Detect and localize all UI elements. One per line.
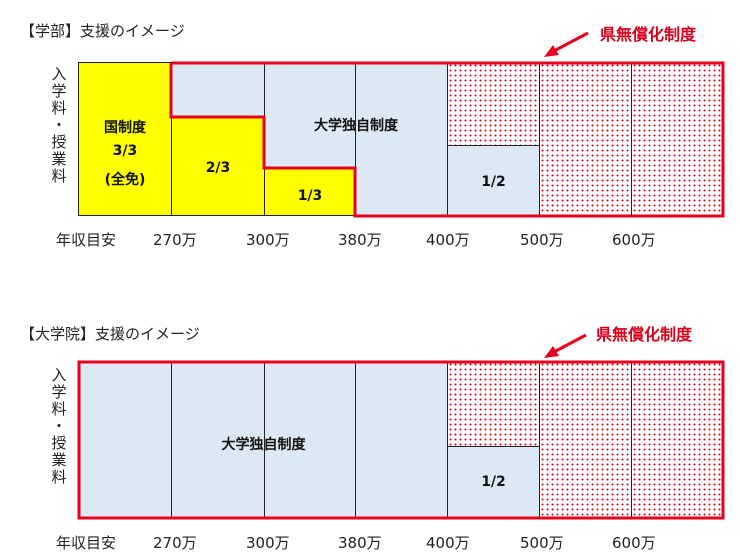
graduate-x-tick-600: 600万	[612, 534, 656, 552]
graduate-x-tick-270: 270万	[153, 534, 197, 552]
undergrad-half-cell	[447, 145, 540, 216]
undergrad-heading: 【学部】支援のイメージ	[20, 22, 185, 40]
undergrad-prefecture-dots-cell-2	[539, 62, 632, 216]
undergrad-x-tick-400: 400万	[426, 231, 470, 249]
undergrad-y-axis-label: 入学料・授業料	[51, 65, 67, 185]
graduate-heading: 【大学院】支援のイメージ	[20, 325, 200, 343]
undergrad-prefecture-dots-cell-1	[447, 62, 540, 146]
undergrad-x-tick-270: 270万	[153, 231, 197, 249]
graduate-university-cell-1	[78, 361, 172, 518]
graduate-x-axis-title: 年収目安	[56, 534, 117, 552]
undergrad-two-thirds-label: 2/3	[205, 160, 231, 176]
graduate-university-label: 大学独自制度	[221, 437, 306, 453]
graduate-x-tick-400: 400万	[426, 534, 470, 552]
undergrad-university-label: 大学独自制度	[314, 118, 398, 134]
undergrad-prefecture-label: 県無償化制度	[600, 25, 697, 44]
undergrad-x-tick-500: 500万	[520, 231, 564, 249]
undergrad-x-tick-600: 600万	[612, 231, 656, 249]
graduate-prefecture-dots-cell-2	[539, 361, 632, 518]
graduate-half-cell	[447, 446, 540, 518]
undergrad-national-full-exemption: (全免)	[104, 172, 146, 188]
undergrad-university-cell-3	[355, 62, 448, 216]
undergrad-x-axis-title: 年収目安	[56, 231, 117, 249]
undergrad-national-full-cell	[78, 62, 172, 216]
graduate-prefecture-dots-cell-1	[447, 361, 540, 447]
undergrad-x-tick-300: 300万	[246, 231, 290, 249]
undergrad-national-fraction: 3/3	[112, 143, 138, 159]
graduate-university-cell-2	[171, 361, 265, 518]
graduate-x-tick-300: 300万	[246, 534, 290, 552]
graduate-prefecture-dots-cell-3	[631, 361, 724, 518]
graduate-x-tick-380: 380万	[338, 534, 382, 552]
graduate-prefecture-label: 県無償化制度	[596, 325, 693, 344]
undergrad-one-third-label: 1/3	[297, 188, 323, 204]
undergrad-x-tick-380: 380万	[338, 231, 382, 249]
undergrad-half-label: 1/2	[481, 174, 506, 190]
undergrad-prefecture-dots-cell-3	[631, 62, 724, 216]
undergrad-national-label: 国制度	[104, 120, 146, 136]
graduate-x-tick-500: 500万	[520, 534, 564, 552]
graduate-y-axis-label: 入学料・授業料	[51, 366, 67, 486]
graduate-half-label: 1/2	[481, 474, 506, 490]
